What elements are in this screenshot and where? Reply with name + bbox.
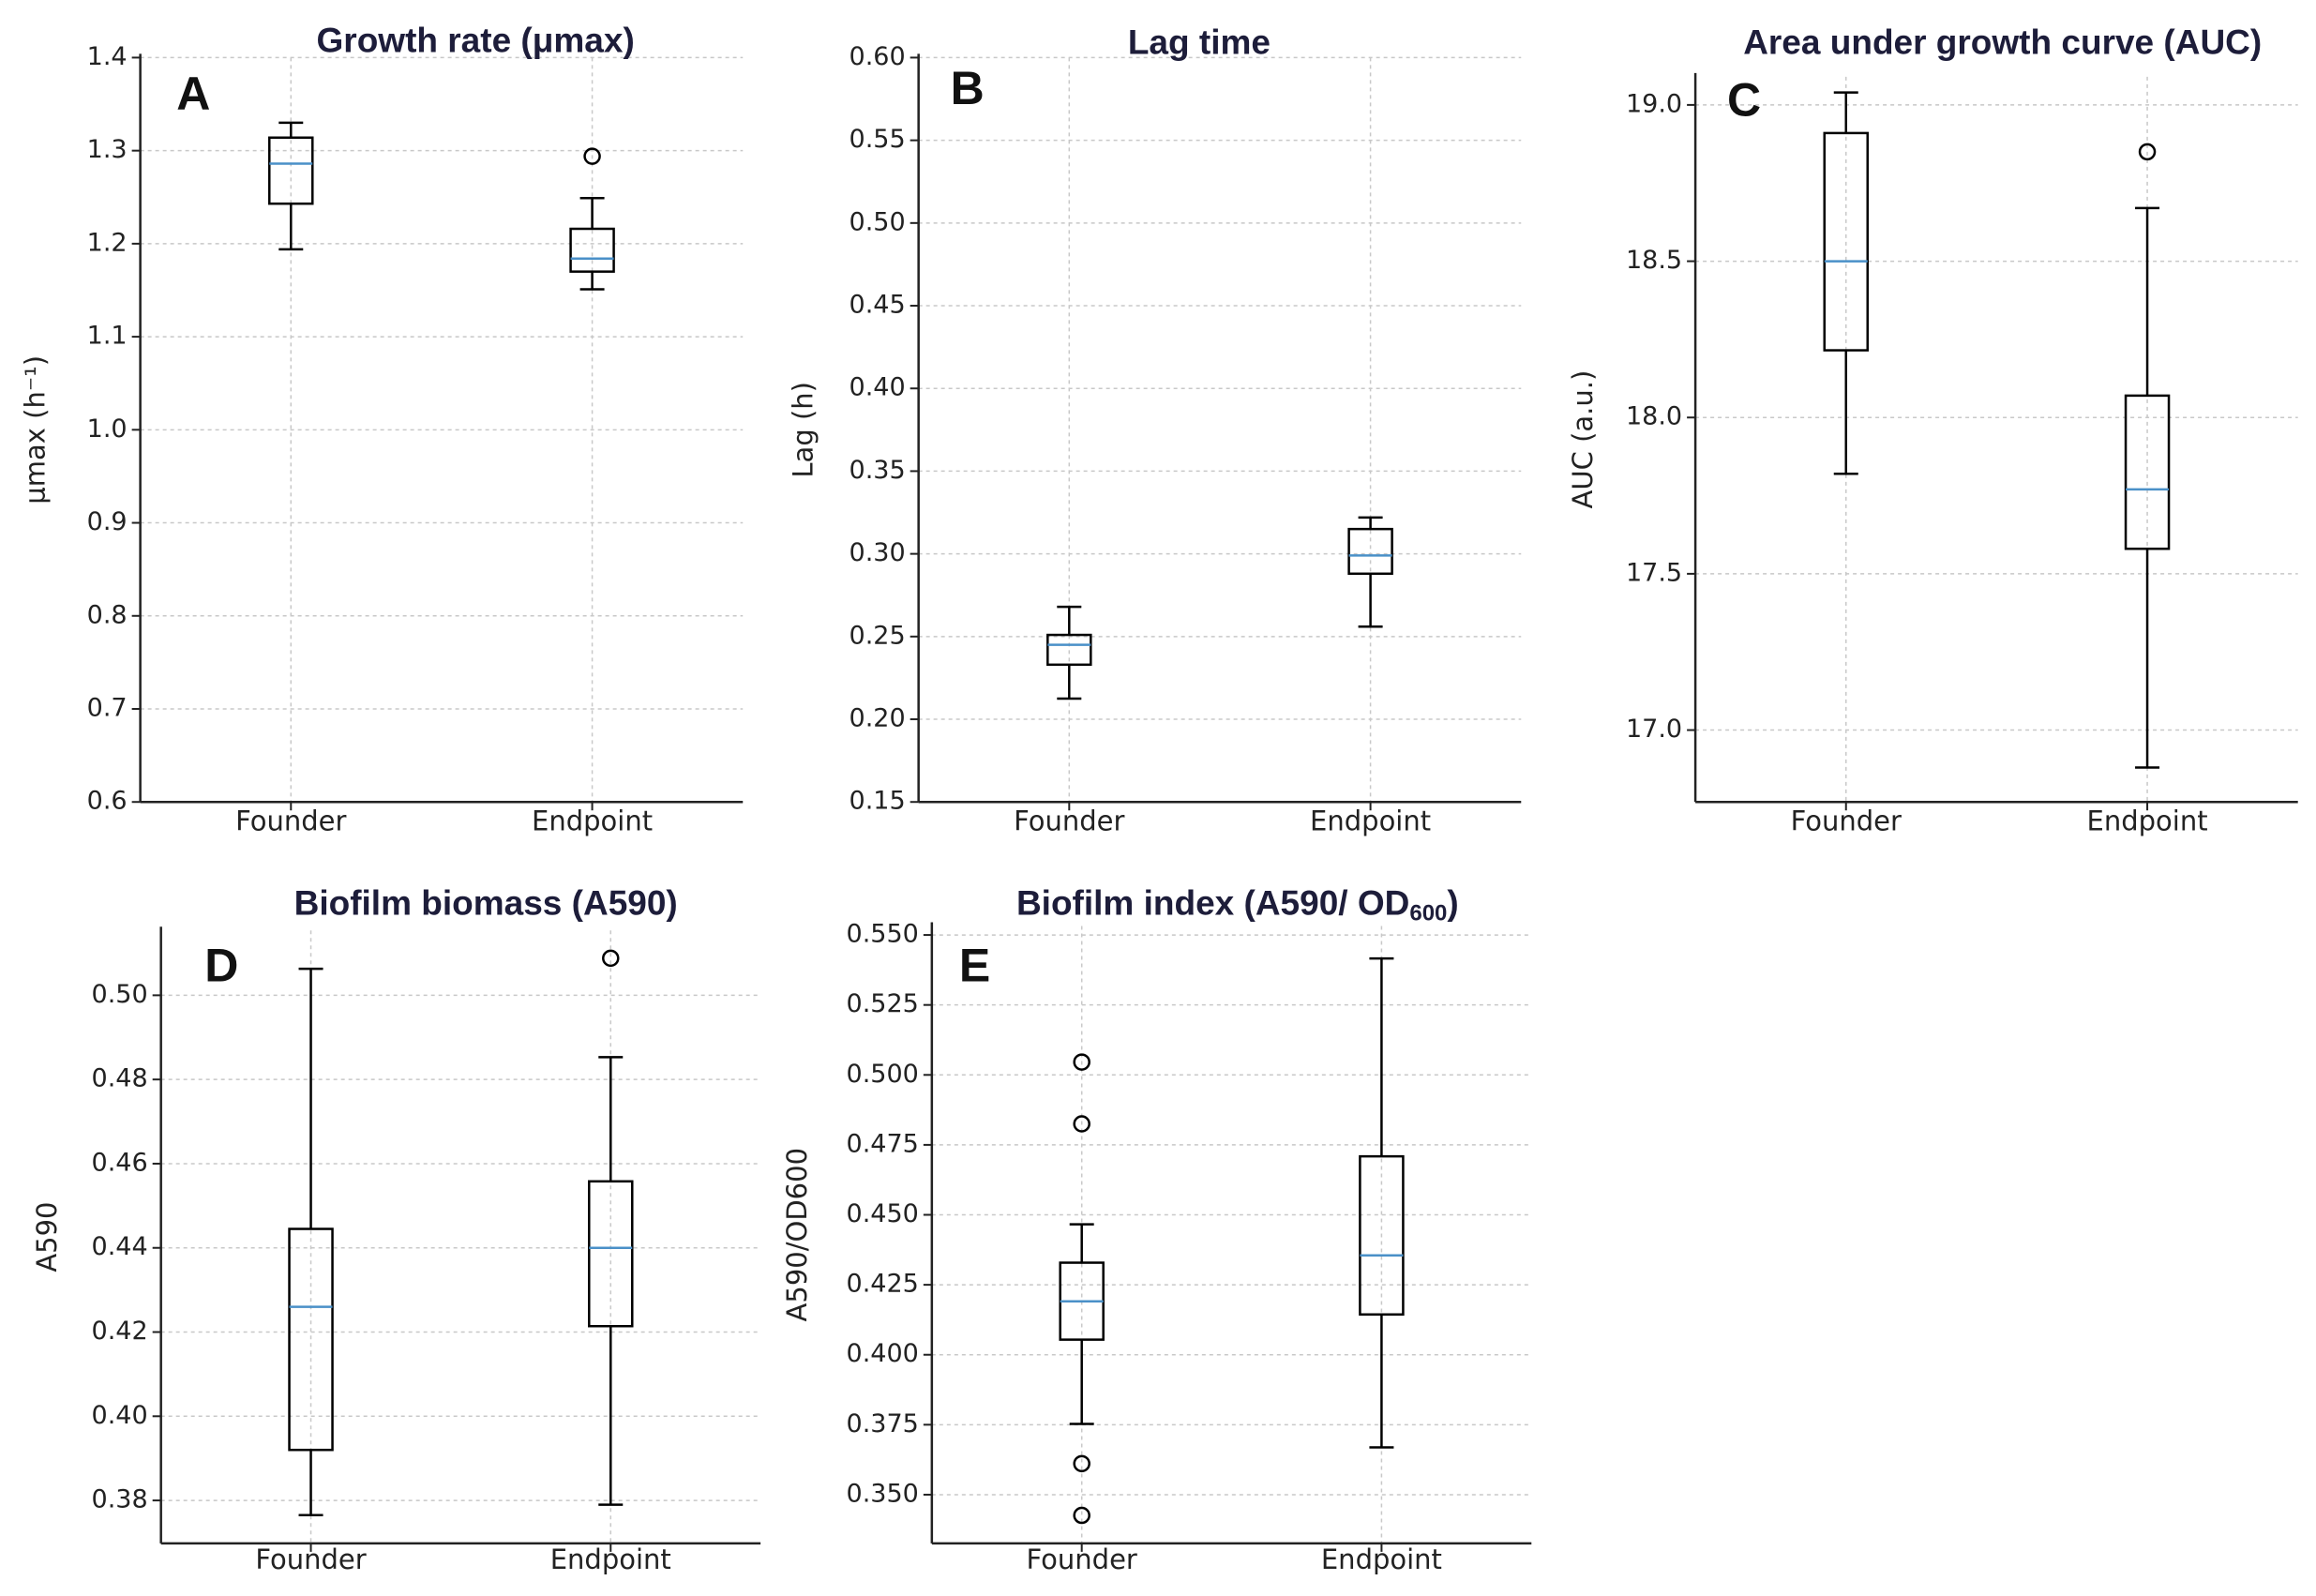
flier (1073, 1115, 1090, 1133)
x-tick-label: Endpoint (2087, 805, 2208, 836)
x-tick-label: Founder (235, 805, 346, 836)
panel-letter: E (959, 939, 990, 991)
box (569, 227, 615, 273)
x-tick-label: Endpoint (532, 805, 653, 836)
y-axis-label: A590/OD600 (781, 1148, 813, 1321)
box (1823, 131, 1869, 352)
title-subscript: 600 (1409, 901, 1447, 926)
y-tick-label: 17.5 (1626, 558, 1682, 587)
y-tick-label: 0.350 (847, 1479, 919, 1508)
flier (1073, 1053, 1090, 1071)
title-text: Lag time (1128, 23, 1271, 61)
y-axis-label: AUC (a.u.) (1567, 370, 1599, 509)
y-tick-label: 18.5 (1626, 246, 1682, 275)
x-tick-label: Founder (1791, 805, 1902, 836)
x-tick-label: Founder (1027, 1543, 1137, 1575)
x-tick-label: Endpoint (550, 1543, 671, 1575)
y-tick-label: 0.400 (847, 1339, 919, 1368)
box (1046, 633, 1092, 667)
y-tick-label: 0.15 (850, 787, 906, 816)
title-text: Growth rate (μmax) (317, 21, 635, 59)
y-tick-label: 0.20 (850, 704, 906, 733)
y-tick-label: 0.40 (850, 373, 906, 402)
y-tick-label: 0.550 (847, 920, 919, 949)
y-tick-label: 0.475 (847, 1129, 919, 1158)
title-text: Biofilm index (A590/ OD (1016, 883, 1409, 922)
y-tick-label: 0.500 (847, 1060, 919, 1089)
box (588, 1180, 634, 1328)
y-tick-label: 0.7 (87, 694, 128, 723)
x-tick-label: Founder (255, 1543, 366, 1575)
y-tick-label: 0.450 (847, 1199, 919, 1228)
box (268, 136, 314, 205)
flier (1073, 1506, 1090, 1525)
y-tick-label: 1.1 (87, 322, 128, 351)
y-tick-label: 0.38 (92, 1485, 148, 1514)
y-tick-label: 0.375 (847, 1409, 919, 1438)
y-tick-label: 1.2 (87, 228, 128, 257)
chart-title: Biofilm index (A590/ OD600) (1016, 883, 1459, 926)
y-tick-label: 0.45 (850, 291, 906, 320)
y-tick-label: 0.30 (850, 538, 906, 567)
y-tick-label: 0.42 (92, 1317, 148, 1346)
y-tick-label: 19.0 (1626, 89, 1682, 118)
chart-title: Area under growth curve (AUC) (1743, 23, 2262, 61)
y-axis-label: μmax (h⁻¹) (19, 355, 51, 504)
y-tick-label: 0.60 (850, 42, 906, 71)
x-tick-label: Endpoint (1310, 805, 1431, 836)
x-tick-label: Endpoint (1321, 1543, 1442, 1575)
y-tick-label: 0.425 (847, 1270, 919, 1299)
y-tick-label: 1.3 (87, 135, 128, 164)
y-tick-label: 0.44 (92, 1232, 148, 1261)
panel-letter: C (1727, 73, 1761, 126)
y-tick-label: 0.6 (87, 787, 128, 816)
y-axis-label: A590 (31, 1201, 63, 1272)
y-tick-label: 0.25 (850, 621, 906, 650)
y-tick-label: 18.0 (1626, 402, 1682, 431)
chart-title: Lag time (1128, 23, 1271, 61)
y-tick-label: 0.46 (92, 1148, 148, 1177)
y-tick-label: 0.8 (87, 600, 128, 629)
title-text: Biofilm biomass (A590) (294, 883, 678, 922)
panel-letter: B (951, 62, 985, 114)
x-tick-label: Founder (1014, 805, 1124, 836)
y-tick-label: 0.40 (92, 1401, 148, 1430)
y-tick-label: 0.55 (850, 125, 906, 154)
flier (583, 147, 601, 165)
y-tick-label: 0.35 (850, 456, 906, 485)
title-suffix: ) (1447, 883, 1458, 922)
chart-title: Growth rate (μmax) (317, 21, 635, 59)
title-text: Area under growth curve (AUC) (1743, 23, 2262, 61)
box (1359, 1154, 1405, 1317)
flier (2138, 143, 2157, 161)
chart-title: Biofilm biomass (A590) (294, 883, 678, 922)
box (1347, 527, 1393, 576)
panel-letter: A (176, 68, 210, 120)
y-tick-label: 1.0 (87, 414, 128, 444)
y-tick-label: 0.50 (850, 207, 906, 236)
flier (602, 949, 620, 968)
y-tick-label: 1.4 (87, 42, 128, 71)
y-tick-label: 0.9 (87, 507, 128, 536)
y-tick-label: 0.525 (847, 989, 919, 1018)
y-axis-label: Lag (h) (787, 382, 819, 478)
y-tick-label: 0.50 (92, 980, 148, 1009)
y-tick-label: 0.48 (92, 1064, 148, 1093)
flier (1073, 1454, 1090, 1473)
y-tick-label: 17.0 (1626, 715, 1682, 744)
panel-letter: D (204, 939, 238, 991)
box (288, 1227, 334, 1452)
box (2124, 394, 2171, 550)
